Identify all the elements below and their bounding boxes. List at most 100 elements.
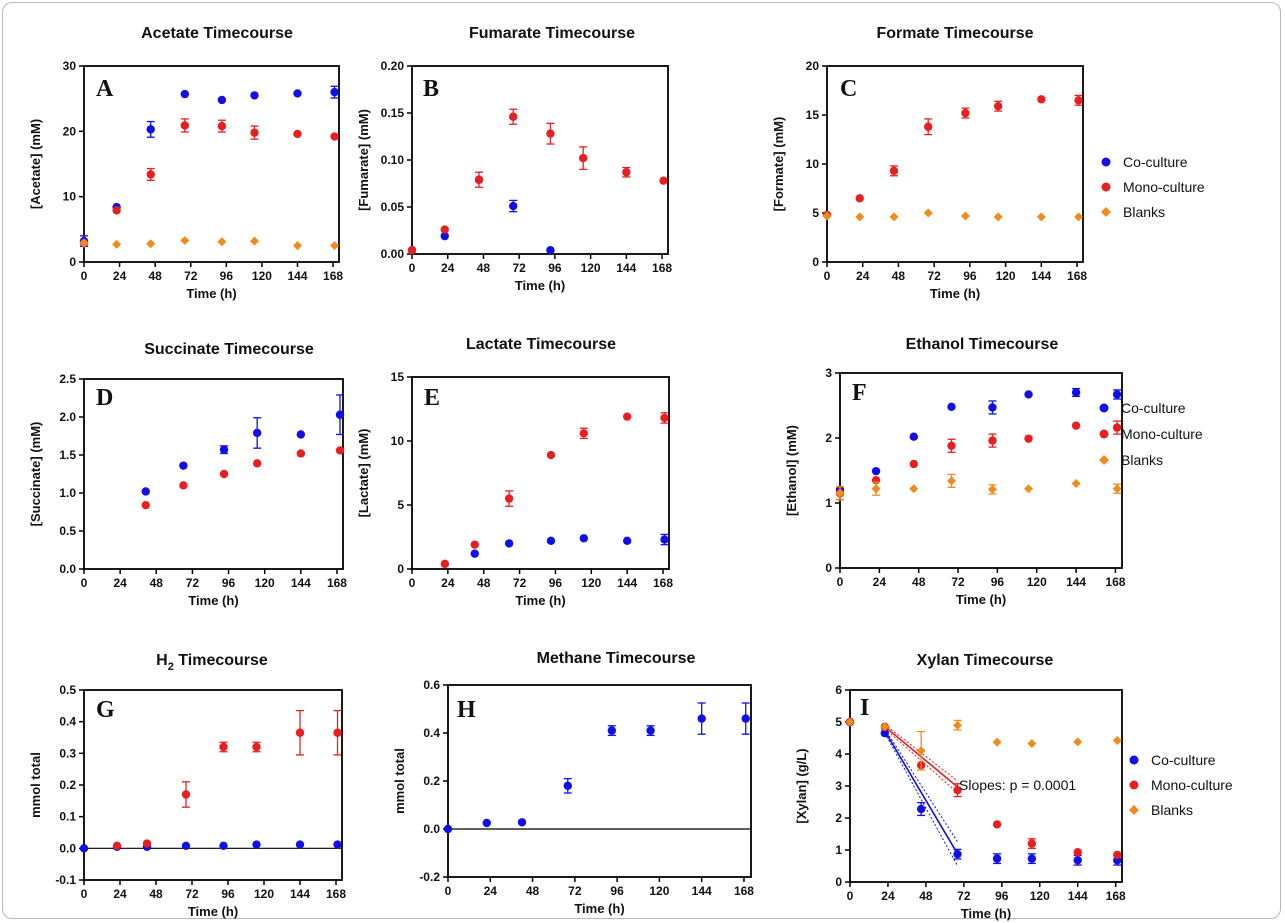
data-point-blank	[987, 484, 997, 494]
data-point-mono	[252, 742, 261, 752]
data-point-mono	[252, 459, 262, 468]
x-tick-label: 72	[513, 576, 527, 590]
x-tick-label: 144	[1031, 269, 1051, 283]
legend-marker-blank	[1101, 207, 1111, 217]
data-point-mono	[219, 742, 228, 752]
y-tick-label: 5	[397, 498, 404, 512]
x-tick-label: 144	[1066, 575, 1086, 589]
data-point-mono	[335, 446, 345, 455]
y-tick-label: 1.5	[59, 448, 76, 462]
y-tick-label: 0.05	[381, 200, 405, 214]
data-point-co	[697, 714, 706, 723]
data-point-mono	[578, 153, 588, 163]
data-point-co	[546, 536, 556, 546]
chart-panel-e: Lactate Timecourse 0 24 48 72 96 120 144 168 0 5 10…	[356, 336, 673, 608]
chart-title: Succinate Timecourse	[144, 341, 314, 358]
data-point-mono	[142, 839, 152, 848]
data-point-blank	[146, 239, 156, 249]
data-point-co	[646, 726, 655, 735]
y-axis-label: [Formate] (mM)	[771, 117, 786, 212]
data-point-co	[250, 91, 259, 100]
x-tick-label: 72	[184, 269, 198, 283]
data-point-blank	[953, 720, 963, 730]
y-tick-label: 20	[806, 59, 820, 73]
x-tick-label: 48	[148, 269, 162, 283]
y-tick-label: 0.4	[423, 726, 440, 740]
x-tick-label: 24	[484, 884, 498, 898]
data-point-blank	[909, 484, 919, 494]
x-tick-label: 96	[222, 576, 236, 590]
data-point-co	[219, 445, 229, 454]
y-tick-label: 2	[835, 811, 842, 825]
data-point-co	[252, 840, 261, 849]
data-point-blank	[1024, 484, 1034, 494]
x-axis-label: Time (h)	[961, 906, 1011, 921]
data-point-co	[293, 89, 302, 98]
data-point-co	[579, 534, 589, 543]
chart-title: Ethanol Timecourse	[906, 336, 1059, 353]
x-axis-label: Time (h)	[956, 592, 1006, 607]
x-tick-label: 96	[963, 269, 977, 283]
legend-marker-co	[1129, 755, 1139, 765]
data-point-mono	[546, 450, 556, 460]
legend-label-blank: Blanks	[1121, 452, 1163, 468]
x-tick-label: 120	[1030, 889, 1050, 903]
chart-title: Formate Timecourse	[876, 25, 1033, 42]
data-point-blank	[855, 212, 865, 222]
data-point-mono	[659, 176, 668, 185]
data-point-co	[988, 403, 997, 412]
y-tick-label: 10	[63, 190, 77, 204]
x-axis-label: Time (h)	[574, 901, 624, 916]
data-point-co	[296, 430, 306, 439]
x-tick-label: 120	[252, 269, 272, 283]
y-tick-label: -0.1	[55, 873, 76, 887]
y-tick-label: 3	[825, 366, 832, 380]
data-point-co	[509, 201, 518, 211]
y-tick-label: 0.0	[423, 822, 440, 836]
data-point-mono	[953, 785, 962, 795]
data-point-co	[517, 818, 527, 827]
y-tick-label: 30	[63, 59, 77, 73]
data-point-mono	[112, 841, 122, 850]
y-tick-label: 0.4	[59, 715, 76, 729]
y-tick-label: 0	[69, 255, 76, 269]
panel-letter: C	[840, 76, 857, 102]
data-point-mono	[988, 436, 997, 445]
plot-frame	[83, 65, 340, 263]
y-tick-label: 0.00	[381, 247, 405, 261]
x-tick-label: 48	[526, 884, 540, 898]
x-tick-label: 96	[548, 261, 562, 275]
x-tick-label: 24	[113, 576, 127, 590]
y-tick-label: 0.10	[381, 153, 405, 167]
x-tick-label: 0	[445, 884, 452, 898]
data-point-mono	[141, 500, 150, 510]
x-tick-label: 144	[692, 884, 712, 898]
data-point-mono	[146, 170, 155, 179]
x-tick-label: 72	[512, 261, 526, 275]
x-tick-label: 168	[734, 884, 754, 898]
data-point-mono	[1024, 434, 1033, 443]
y-tick-label: 0.0	[59, 562, 76, 576]
x-tick-label: 48	[912, 575, 926, 589]
y-tick-label: -0.2	[419, 870, 440, 884]
y-tick-label: 0.2	[59, 778, 76, 792]
y-tick-label: 0.20	[381, 59, 405, 73]
plot-frame	[826, 65, 1084, 263]
x-tick-label: 96	[220, 269, 234, 283]
data-point-mono	[407, 246, 417, 255]
y-tick-label: 15	[391, 370, 405, 384]
y-tick-label: 6	[835, 683, 842, 697]
legend-label-mono: Mono-culture	[1151, 777, 1233, 793]
data-point-co	[179, 461, 188, 470]
data-point-blank	[845, 717, 855, 727]
x-tick-label: 48	[150, 576, 164, 590]
legend-1: Co-culture Mono-culture Blanks	[1101, 154, 1205, 220]
legend-marker-blank	[1129, 805, 1139, 815]
data-point-co	[333, 840, 342, 849]
data-point-mono	[622, 168, 631, 177]
data-point-blank	[180, 235, 190, 245]
x-tick-label: 72	[951, 575, 965, 589]
data-point-mono	[112, 206, 121, 215]
legend-marker-co	[1099, 403, 1109, 413]
y-tick-label: 3	[835, 779, 842, 793]
